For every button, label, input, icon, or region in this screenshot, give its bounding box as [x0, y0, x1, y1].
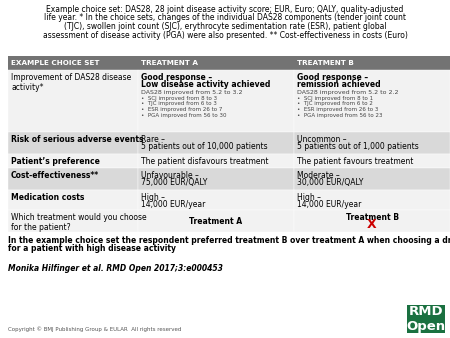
Text: EXAMPLE CHOICE SET: EXAMPLE CHOICE SET	[11, 60, 99, 66]
Bar	[138, 190, 294, 210]
Text: TREATMENT A: TREATMENT A	[141, 60, 198, 66]
Bar	[294, 168, 450, 190]
Text: •  TJC improved from 6 to 3: • TJC improved from 6 to 3	[141, 101, 217, 106]
Text: •  PGA improved from 56 to 23: • PGA improved from 56 to 23	[297, 113, 382, 118]
Bar	[8, 168, 138, 190]
Text: In the example choice set the respondent preferred treatment B over treatment A : In the example choice set the respondent…	[8, 236, 450, 245]
Text: 14,000 EUR/year: 14,000 EUR/year	[141, 200, 205, 209]
Text: DAS28 improved from 5.2 to 3.2: DAS28 improved from 5.2 to 3.2	[141, 90, 243, 95]
Text: Good response –: Good response –	[297, 73, 368, 82]
Text: Good response –: Good response –	[141, 73, 212, 82]
Text: Monika Hilfinger et al. RMD Open 2017;3:e000453: Monika Hilfinger et al. RMD Open 2017;3:…	[8, 264, 223, 273]
Text: Which treatment would you choose
for the patient?: Which treatment would you choose for the…	[11, 213, 147, 233]
Bar	[8, 154, 138, 168]
Text: Treatment B: Treatment B	[346, 213, 399, 221]
Text: 30,000 EUR/QALY: 30,000 EUR/QALY	[297, 178, 364, 187]
Text: Cost-effectiveness**: Cost-effectiveness**	[11, 171, 99, 180]
Text: Treatment A: Treatment A	[189, 217, 243, 225]
Bar	[8, 56, 138, 70]
Bar	[138, 168, 294, 190]
Bar	[294, 154, 450, 168]
Text: Copyright © BMJ Publishing Group & EULAR  All rights reserved: Copyright © BMJ Publishing Group & EULAR…	[8, 327, 181, 332]
Text: assessment of disease activity (PGA) were also presented. ** Cost-effectiveness : assessment of disease activity (PGA) wer…	[43, 30, 407, 40]
Text: life year. * In the choice sets, changes of the individual DAS28 components (ten: life year. * In the choice sets, changes…	[44, 14, 406, 23]
Text: •  ESR improved from 26 to 3: • ESR improved from 26 to 3	[297, 107, 378, 112]
Text: DAS28 improved from 5.2 to 2.2: DAS28 improved from 5.2 to 2.2	[297, 90, 399, 95]
Text: Low disease activity achieved: Low disease activity achieved	[141, 80, 270, 89]
Bar	[8, 70, 138, 132]
Bar	[294, 70, 450, 132]
Text: High –: High –	[297, 193, 321, 202]
Text: Improvement of DAS28 disease
activity*: Improvement of DAS28 disease activity*	[11, 73, 131, 92]
Text: 75,000 EUR/QALY: 75,000 EUR/QALY	[141, 178, 207, 187]
Bar	[294, 210, 450, 232]
Text: TREATMENT B: TREATMENT B	[297, 60, 354, 66]
Text: (TJC), swollen joint count (SJC), erythrocyte sedimentation rate (ESR), patient : (TJC), swollen joint count (SJC), erythr…	[64, 22, 386, 31]
Bar	[138, 56, 294, 70]
Text: The patient disfavours treatment: The patient disfavours treatment	[141, 157, 269, 166]
Text: Risk of serious adverse events: Risk of serious adverse events	[11, 135, 144, 144]
Text: for a patient with high disease activity: for a patient with high disease activity	[8, 244, 176, 253]
Text: remission achieved: remission achieved	[297, 80, 381, 89]
Text: High –: High –	[141, 193, 165, 202]
Bar	[8, 190, 138, 210]
Text: Uncommon –: Uncommon –	[297, 135, 346, 144]
Bar	[8, 132, 138, 154]
Bar	[138, 132, 294, 154]
Text: •  PGA improved from 56 to 30: • PGA improved from 56 to 30	[141, 113, 226, 118]
Text: Example choice set: DAS28, 28 joint disease activity score; EUR, Euro; QALY, qua: Example choice set: DAS28, 28 joint dise…	[46, 5, 404, 14]
Text: 5 patients out of 1,000 patients: 5 patients out of 1,000 patients	[297, 142, 419, 151]
Bar	[8, 210, 138, 232]
Bar	[138, 210, 294, 232]
Text: 14,000 EUR/year: 14,000 EUR/year	[297, 200, 361, 209]
Bar	[294, 190, 450, 210]
Bar	[407, 305, 445, 333]
Text: Medication costs: Medication costs	[11, 193, 85, 202]
Text: •  SCJ improved from 8 to 3: • SCJ improved from 8 to 3	[141, 96, 217, 101]
Text: The patient favours treatment: The patient favours treatment	[297, 157, 414, 166]
Text: •  ESR improved from 26 to 7: • ESR improved from 26 to 7	[141, 107, 222, 112]
Text: •  SCJ improved from 8 to 1: • SCJ improved from 8 to 1	[297, 96, 373, 101]
Bar	[294, 132, 450, 154]
Text: Rare –: Rare –	[141, 135, 165, 144]
Bar	[294, 56, 450, 70]
Text: Moderate –: Moderate –	[297, 171, 340, 180]
Text: RMD
Open: RMD Open	[406, 305, 446, 333]
Text: 5 patients out of 10,000 patients: 5 patients out of 10,000 patients	[141, 142, 268, 151]
Text: •  TJC improved from 6 to 2: • TJC improved from 6 to 2	[297, 101, 373, 106]
Text: Unfavourable –: Unfavourable –	[141, 171, 199, 180]
Bar	[138, 70, 294, 132]
Bar	[138, 154, 294, 168]
Text: X: X	[367, 218, 377, 232]
Text: Patient’s preference: Patient’s preference	[11, 157, 100, 166]
